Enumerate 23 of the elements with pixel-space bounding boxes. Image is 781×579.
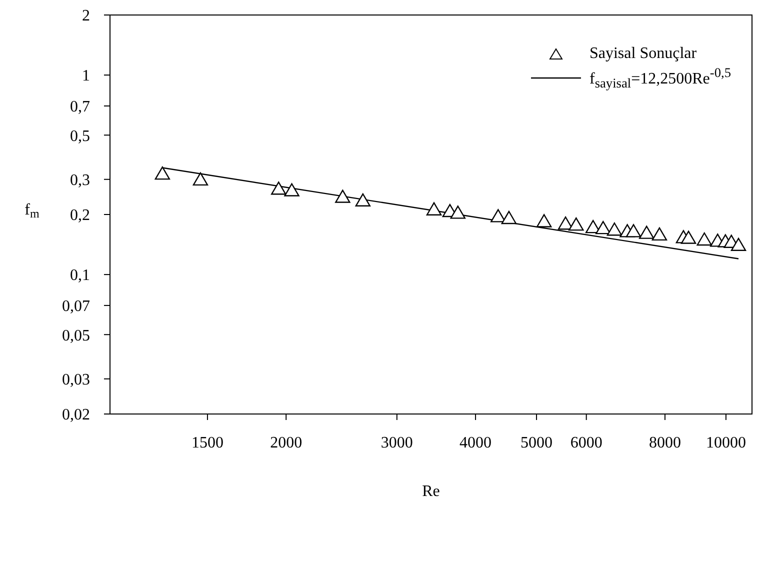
x-tick-label: 6000 <box>570 434 602 452</box>
y-tick-label: 0,3 <box>70 172 90 190</box>
y-tick-label: 0,07 <box>62 298 90 316</box>
y-tick-label: 0,05 <box>62 327 90 344</box>
x-axis-title: Re <box>422 483 440 500</box>
y-tick-label: 0,2 <box>70 207 90 224</box>
legend-label: f$_{sayisal}$=12,2500Re$^{-0,5}$ <box>589 64 731 92</box>
y-tick-label: 2 <box>82 8 90 25</box>
y-tick-label: 0,5 <box>70 128 90 145</box>
y-tick-label: 0,7 <box>70 98 90 116</box>
y-tick-label: 0,03 <box>62 372 90 389</box>
x-tick-label: 4000 <box>460 434 492 452</box>
x-tick-label: 10000 <box>706 434 746 452</box>
x-tick-label: 2000 <box>270 434 302 452</box>
x-tick-label: 1500 <box>191 434 224 452</box>
y-tick-label: 1 <box>82 68 90 85</box>
y-tick-label: 0,1 <box>70 267 90 284</box>
y-axis-title: f$_{m}$ <box>24 202 40 220</box>
legend-label: Sayisal Sonuçlar <box>589 45 697 63</box>
x-tick-label: 3000 <box>380 434 413 452</box>
y-tick-label: 0,02 <box>62 406 90 424</box>
x-tick-label: 5000 <box>520 434 553 452</box>
x-tick-label: 8000 <box>648 434 681 452</box>
